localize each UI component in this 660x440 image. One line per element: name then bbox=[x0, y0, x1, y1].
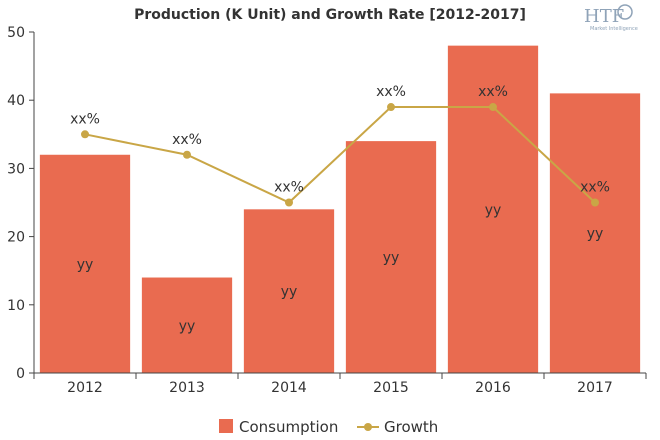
bar-consumption bbox=[345, 141, 437, 373]
x-tick-label: 2013 bbox=[169, 380, 205, 396]
chart-title: Production (K Unit) and Growth Rate [201… bbox=[134, 7, 526, 23]
x-tick-label: 2016 bbox=[475, 380, 511, 396]
growth-point bbox=[387, 103, 395, 112]
x-tick-label: 2015 bbox=[373, 380, 409, 396]
legend-swatch-growth-marker bbox=[364, 423, 372, 431]
x-axis: 2012 2013 2014 2015 2016 2017 bbox=[33, 372, 647, 396]
bar-data-label: yy bbox=[485, 202, 502, 218]
growth-line bbox=[84, 106, 596, 204]
bar-consumption bbox=[243, 209, 335, 373]
growth-point bbox=[285, 198, 293, 207]
growth-data-label: xx% bbox=[274, 180, 304, 196]
growth-data-label: xx% bbox=[70, 111, 100, 127]
legend-swatch-consumption bbox=[219, 419, 233, 433]
bar-consumption bbox=[39, 154, 131, 373]
bar-data-label: yy bbox=[587, 226, 604, 242]
x-tick-label: 2017 bbox=[577, 380, 613, 396]
y-tick-label: 30 bbox=[7, 161, 25, 177]
growth-data-label: xx% bbox=[478, 84, 508, 100]
y-tick-label: 0 bbox=[16, 366, 25, 382]
legend-label-consumption: Consumption bbox=[239, 418, 338, 436]
y-tick-label: 50 bbox=[7, 25, 25, 41]
growth-data-label: xx% bbox=[580, 180, 610, 196]
x-tick-label: 2012 bbox=[67, 380, 103, 396]
logo-globe-icon bbox=[617, 4, 633, 20]
logo: HTF Market Intelligence bbox=[584, 4, 638, 32]
bars-consumption bbox=[39, 45, 641, 373]
y-axis: 0 10 20 30 40 50 bbox=[7, 25, 35, 382]
bar-data-label: yy bbox=[179, 318, 196, 334]
legend: Consumption Growth bbox=[219, 418, 438, 436]
bar-consumption bbox=[447, 45, 539, 373]
bar-data-label: yy bbox=[77, 257, 94, 273]
y-tick-label: 40 bbox=[7, 93, 25, 109]
logo-subtext: Market Intelligence bbox=[590, 26, 638, 32]
line-growth: xx% xx% xx% xx% xx% xx% bbox=[70, 84, 610, 207]
growth-data-label: xx% bbox=[376, 84, 406, 100]
bar-data-label: yy bbox=[383, 250, 400, 266]
bar-data-label: yy bbox=[281, 284, 298, 300]
growth-point bbox=[183, 150, 191, 159]
y-tick-label: 10 bbox=[7, 298, 25, 314]
logo-text: HTF bbox=[584, 6, 624, 27]
bar-consumption bbox=[141, 277, 233, 373]
legend-label-growth: Growth bbox=[384, 418, 438, 436]
growth-data-label: xx% bbox=[172, 132, 202, 148]
growth-point bbox=[591, 198, 599, 207]
bar-consumption bbox=[549, 93, 641, 373]
growth-point bbox=[81, 130, 89, 139]
x-tick-label: 2014 bbox=[271, 380, 307, 396]
growth-point bbox=[489, 103, 497, 112]
bar-labels: yy yy yy yy yy yy bbox=[77, 202, 604, 334]
y-tick-label: 20 bbox=[7, 230, 25, 246]
